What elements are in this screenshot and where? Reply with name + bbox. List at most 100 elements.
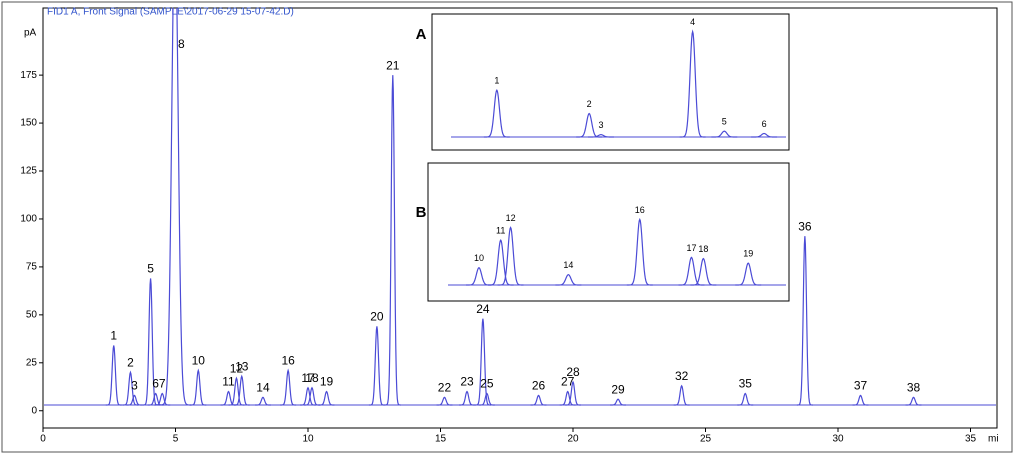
peak-label: 6 [762,119,767,129]
peak-label: 1 [494,76,499,86]
y-tick-label: 50 [26,309,38,320]
trace [448,217,786,286]
peak-label: 12 [230,361,244,375]
peak [303,386,320,406]
peak [126,394,143,406]
peak [233,374,250,406]
peak [796,236,813,406]
y-tick-label: 25 [26,357,38,368]
inset-label: A [416,26,427,43]
peak-label: 16 [635,205,645,215]
plot-area [42,7,998,429]
peak [318,390,335,406]
peak [711,130,738,138]
peak-label: 20 [370,310,384,324]
peak-label: 28 [566,365,580,379]
peak [254,396,271,406]
x-tick-label: 20 [567,434,579,445]
peak [679,29,706,138]
peak [300,386,316,406]
peak-label: 3 [131,379,138,393]
peak [497,226,524,286]
peak-label: 19 [320,375,334,389]
peak-label: 16 [281,354,295,368]
peak [626,217,653,286]
peak-label: 27 [561,375,575,389]
peak-label: 17 [301,371,315,385]
peak [384,75,401,406]
y-tick-label: 75 [26,262,38,273]
peak-label: 2 [127,356,134,370]
peak-label: 26 [532,379,546,393]
peak [436,396,453,406]
x-tick-label: 25 [700,434,712,445]
y-tick-label: 150 [20,118,37,129]
peak [735,262,762,286]
x-tick-label: 5 [173,434,179,445]
peak [610,398,627,406]
peak-label: 14 [256,380,270,394]
inset-b [427,162,790,302]
peak-label: 14 [563,260,573,270]
peak [459,390,475,406]
peak [678,256,705,286]
peak-label: 7 [159,377,166,391]
x-tick-label: 10 [302,434,314,445]
peak-label: 37 [854,379,868,393]
peak [559,390,576,406]
peak-label: 24 [476,302,490,316]
peak [154,392,171,406]
peak-label: 21 [386,58,400,72]
peak-label: 13 [235,359,249,373]
y-tick-label: 175 [20,70,37,81]
peak [852,394,869,406]
peak [122,370,139,406]
peak [673,384,690,406]
peak-label: 10 [474,253,484,263]
peak-label: 36 [798,219,812,233]
peak [478,392,495,406]
x-tick-label: 0 [40,434,46,445]
peak-label: 19 [743,249,753,259]
peak-label: 32 [675,369,689,383]
y-axis-label: pA [24,28,37,39]
peak-label: 2 [587,99,592,109]
peak [368,326,385,406]
peak [487,238,514,286]
peak [465,267,492,286]
peak-label: 18 [698,244,708,254]
peak-label: 11 [222,375,235,389]
y-tick-label: 125 [20,166,37,177]
chart-title: FID1 A, Front Signal (SAMPLE\2017-06-29 … [47,7,294,18]
peak [690,257,717,286]
inset-a [431,13,790,151]
peak-label: 5 [722,117,727,127]
peak-label: 38 [907,380,921,394]
peak [105,345,122,406]
peak-label: 17 [686,243,696,253]
peak [158,8,191,406]
peak-label: 18 [305,371,319,385]
peak-label: 1 [110,329,117,343]
y-tick-label: 100 [20,214,37,225]
peak [228,376,245,406]
peak [587,134,614,138]
peak [565,380,581,406]
trace [44,8,996,406]
peak [530,394,547,406]
peak-label: 25 [480,377,494,391]
peak [905,396,922,406]
peak [576,112,603,138]
peak-label: 4 [690,17,695,27]
peak-label: 10 [192,354,206,368]
x-tick-label: 30 [832,434,844,445]
peak-label: 29 [611,382,625,396]
peak-label: 3 [598,120,603,130]
x-tick-label: 35 [965,434,977,445]
peak [483,89,510,138]
trace [451,29,786,138]
y-tick-label: 0 [31,405,37,416]
peak-label: 11 [496,226,505,236]
x-tick-label: 15 [435,434,447,445]
peak-label: 6 [152,377,159,391]
